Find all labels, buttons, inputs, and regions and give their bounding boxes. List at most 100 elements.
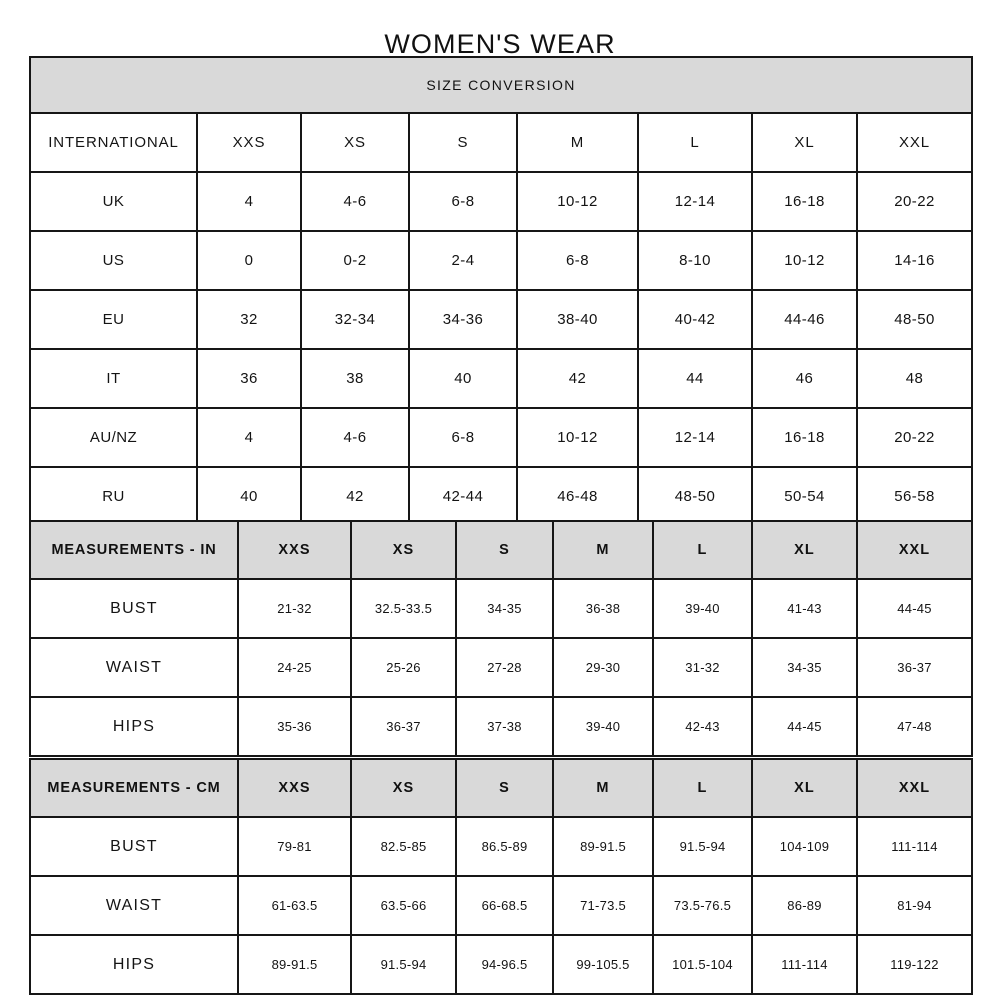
table-row: AU/NZ 4 4-6 6-8 10-12 12-14 16-18 20-22	[29, 407, 974, 468]
column-header-xxl: XXL	[855, 112, 974, 173]
table-row: RU 40 42 42-44 46-48 48-50 50-54 56-58	[29, 466, 974, 527]
column-header-in-xxs: XXS	[237, 520, 352, 580]
cell-cm-bust-m: 89-91.5	[552, 816, 654, 877]
row-label-uk: UK	[29, 171, 198, 232]
size-conversion-header-row: INTERNATIONAL XXS XS S M L XL XXL	[29, 112, 974, 173]
cell-in-bust-xl: 41-43	[751, 578, 858, 639]
cell-in-hips-xxl: 47-48	[856, 696, 973, 757]
cell-in-bust-xs: 32.5-33.5	[350, 578, 457, 639]
cell-aunz-xs: 4-6	[300, 407, 410, 468]
cell-in-hips-xl: 44-45	[751, 696, 858, 757]
column-header-s: S	[408, 112, 518, 173]
column-header-in-s: S	[455, 520, 554, 580]
cell-in-bust-xxs: 21-32	[237, 578, 352, 639]
cell-cm-waist-xs: 63.5-66	[350, 875, 457, 936]
table-row: IT 36 38 40 42 44 46 48	[29, 348, 974, 409]
column-header-in-m: M	[552, 520, 654, 580]
measurements-inches-header-row: MEASUREMENTS - IN XXS XS S M L XL XXL	[29, 520, 973, 580]
column-header-l: L	[637, 112, 753, 173]
measurements-centimeters-table: MEASUREMENTS - CM XXS XS S M L XL XXL BU…	[29, 758, 973, 995]
table-row: UK 4 4-6 6-8 10-12 12-14 16-18 20-22	[29, 171, 974, 232]
table-row: BUST 21-32 32.5-33.5 34-35 36-38 39-40 4…	[29, 578, 973, 639]
cell-cm-hips-s: 94-96.5	[455, 934, 554, 995]
cell-eu-l: 40-42	[637, 289, 753, 350]
cell-us-l: 8-10	[637, 230, 753, 291]
row-label-cm-waist: WAIST	[29, 875, 239, 936]
column-header-xxs: XXS	[196, 112, 302, 173]
column-header-international: INTERNATIONAL	[29, 112, 198, 173]
cell-it-xs: 38	[300, 348, 410, 409]
column-header-cm-l: L	[652, 758, 753, 818]
cell-cm-waist-l: 73.5-76.5	[652, 875, 753, 936]
cell-in-waist-l: 31-32	[652, 637, 753, 698]
column-header-m: M	[516, 112, 639, 173]
cell-cm-hips-xxl: 119-122	[856, 934, 973, 995]
cell-aunz-xl: 16-18	[751, 407, 858, 468]
cell-us-m: 6-8	[516, 230, 639, 291]
row-label-cm-hips: HIPS	[29, 934, 239, 995]
cell-eu-s: 34-36	[408, 289, 518, 350]
cell-in-hips-m: 39-40	[552, 696, 654, 757]
table-row: WAIST 61-63.5 63.5-66 66-68.5 71-73.5 73…	[29, 875, 973, 936]
cell-ru-s: 42-44	[408, 466, 518, 527]
table-row: US 0 0-2 2-4 6-8 8-10 10-12 14-16	[29, 230, 974, 291]
column-header-xl: XL	[751, 112, 858, 173]
row-label-it: IT	[29, 348, 198, 409]
cell-ru-xs: 42	[300, 466, 410, 527]
cell-in-bust-m: 36-38	[552, 578, 654, 639]
cell-uk-xxl: 20-22	[855, 171, 974, 232]
column-header-cm-xxs: XXS	[237, 758, 352, 818]
cell-it-m: 42	[516, 348, 639, 409]
cell-cm-waist-xxs: 61-63.5	[237, 875, 352, 936]
cell-uk-xxs: 4	[196, 171, 302, 232]
cell-cm-waist-m: 71-73.5	[552, 875, 654, 936]
size-conversion-banner-row: SIZE CONVERSION	[28, 56, 974, 114]
cell-cm-hips-m: 99-105.5	[552, 934, 654, 995]
measurements-inches-table: MEASUREMENTS - IN XXS XS S M L XL XXL BU…	[29, 520, 973, 757]
cell-eu-xl: 44-46	[751, 289, 858, 350]
cell-ru-l: 48-50	[637, 466, 753, 527]
cell-uk-s: 6-8	[408, 171, 518, 232]
cell-in-bust-l: 39-40	[652, 578, 753, 639]
measurements-inches-body: MEASUREMENTS - IN XXS XS S M L XL XXL BU…	[29, 520, 973, 757]
cell-ru-xxs: 40	[196, 466, 302, 527]
column-header-measurements-in: MEASUREMENTS - IN	[29, 520, 239, 580]
column-header-xs: XS	[300, 112, 410, 173]
cell-aunz-xxs: 4	[196, 407, 302, 468]
cell-it-xxs: 36	[196, 348, 302, 409]
cell-it-s: 40	[408, 348, 518, 409]
cell-aunz-xxl: 20-22	[855, 407, 974, 468]
cell-cm-bust-xxl: 111-114	[856, 816, 973, 877]
cell-in-hips-xs: 36-37	[350, 696, 457, 757]
measurements-centimeters-header-row: MEASUREMENTS - CM XXS XS S M L XL XXL	[29, 758, 973, 818]
column-header-cm-xs: XS	[350, 758, 457, 818]
cell-aunz-l: 12-14	[637, 407, 753, 468]
table-row: HIPS 35-36 36-37 37-38 39-40 42-43 44-45…	[29, 696, 973, 757]
cell-in-waist-xxl: 36-37	[856, 637, 973, 698]
column-header-cm-m: M	[552, 758, 654, 818]
cell-us-xl: 10-12	[751, 230, 858, 291]
table-row: HIPS 89-91.5 91.5-94 94-96.5 99-105.5 10…	[29, 934, 973, 995]
cell-eu-xxs: 32	[196, 289, 302, 350]
cell-cm-bust-xxs: 79-81	[237, 816, 352, 877]
cell-ru-m: 46-48	[516, 466, 639, 527]
cell-in-waist-xl: 34-35	[751, 637, 858, 698]
page-title: WOMEN'S WEAR	[384, 29, 616, 60]
cell-uk-xs: 4-6	[300, 171, 410, 232]
cell-cm-waist-s: 66-68.5	[455, 875, 554, 936]
size-conversion-body: SIZE CONVERSION INTERNATIONAL XXS XS S M…	[28, 56, 974, 527]
cell-cm-hips-l: 101.5-104	[652, 934, 753, 995]
row-label-eu: EU	[29, 289, 198, 350]
cell-cm-bust-s: 86.5-89	[455, 816, 554, 877]
row-label-us: US	[29, 230, 198, 291]
cell-us-xxs: 0	[196, 230, 302, 291]
column-header-in-xl: XL	[751, 520, 858, 580]
column-header-measurements-cm: MEASUREMENTS - CM	[29, 758, 239, 818]
column-header-cm-xl: XL	[751, 758, 858, 818]
cell-in-waist-xxs: 24-25	[237, 637, 352, 698]
size-conversion-banner: SIZE CONVERSION	[28, 56, 974, 114]
cell-us-xs: 0-2	[300, 230, 410, 291]
row-label-cm-bust: BUST	[29, 816, 239, 877]
cell-ru-xxl: 56-58	[855, 466, 974, 527]
cell-it-xxl: 48	[855, 348, 974, 409]
